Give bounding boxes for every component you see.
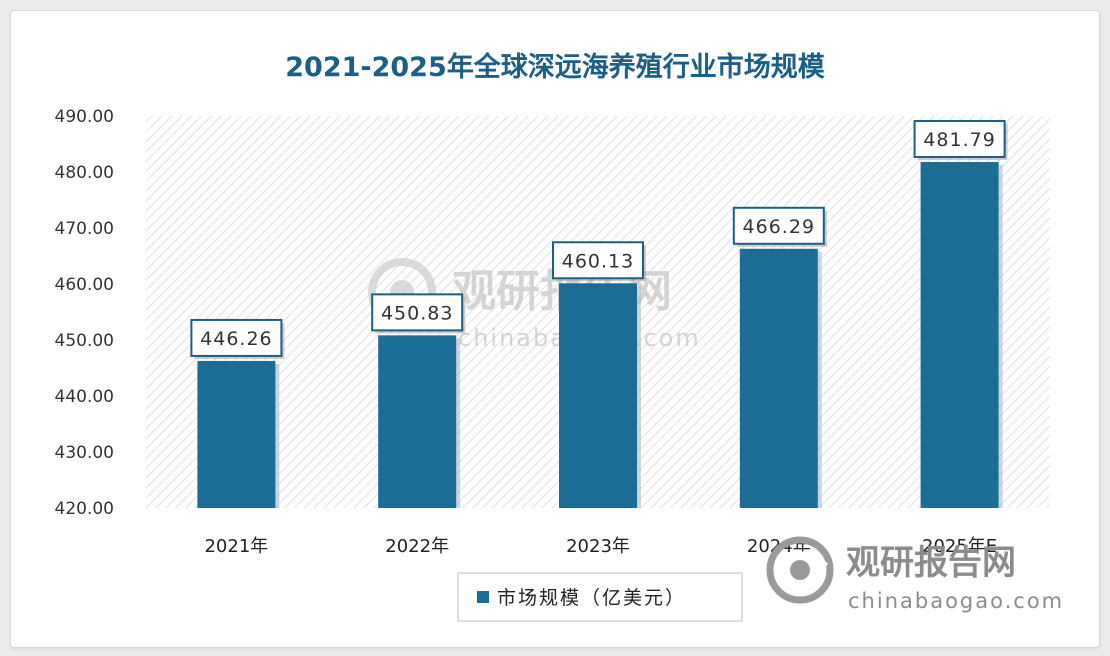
- data-label-box: [732, 206, 825, 245]
- y-tick-label: 460.00: [55, 275, 114, 295]
- bar: [920, 161, 999, 508]
- bars: [197, 161, 1003, 508]
- y-tick-label: 470.00: [55, 219, 114, 239]
- y-tick-label: 480.00: [55, 163, 114, 183]
- legend-label: 市场规模（亿美元）: [497, 587, 686, 609]
- data-label: 460.13: [562, 250, 634, 272]
- data-label-box: [190, 318, 283, 357]
- data-label-box: [371, 293, 464, 332]
- data-label-box: [913, 119, 1006, 158]
- y-tick-label: 450.00: [55, 331, 114, 351]
- watermark-corner-name: 观研报告网: [846, 543, 1016, 583]
- x-tick-label: 2025年E: [922, 536, 997, 557]
- data-labels: 446.26 450.83 460.13 466.29 481.79: [190, 119, 1008, 359]
- data-label: 466.29: [743, 216, 815, 238]
- watermark-corner-logo-icon: [766, 536, 834, 604]
- y-tick-label: 420.00: [55, 499, 114, 519]
- data-label: 446.26: [200, 328, 272, 350]
- y-tick-label: 440.00: [55, 387, 114, 407]
- data-label-box: [552, 241, 644, 280]
- x-tick-label: 2023年: [566, 536, 630, 557]
- data-label: 481.79: [923, 129, 995, 151]
- bar: [378, 335, 457, 508]
- legend-swatch: [477, 591, 489, 603]
- watermark-corner-site: chinabaogao.com: [848, 589, 1064, 613]
- data-label: 450.83: [381, 302, 453, 324]
- y-tick-label: 490.00: [55, 107, 114, 127]
- chart-title: 2021-2025年全球深远海养殖行业市场规模: [285, 51, 825, 83]
- bar: [559, 283, 637, 508]
- bar: [197, 360, 276, 508]
- bar: [739, 248, 818, 508]
- legend: 市场规模（亿美元）: [457, 572, 743, 622]
- watermark-corner: 观研报告网 chinabaogao.com: [766, 536, 1064, 613]
- x-tick-label: 2021年: [204, 536, 268, 557]
- y-tick-label: 430.00: [55, 443, 114, 463]
- x-tick-label: 2022年: [385, 536, 449, 557]
- y-axis: 420.00 430.00 440.00 450.00 460.00 470.00 480.…: [55, 107, 114, 519]
